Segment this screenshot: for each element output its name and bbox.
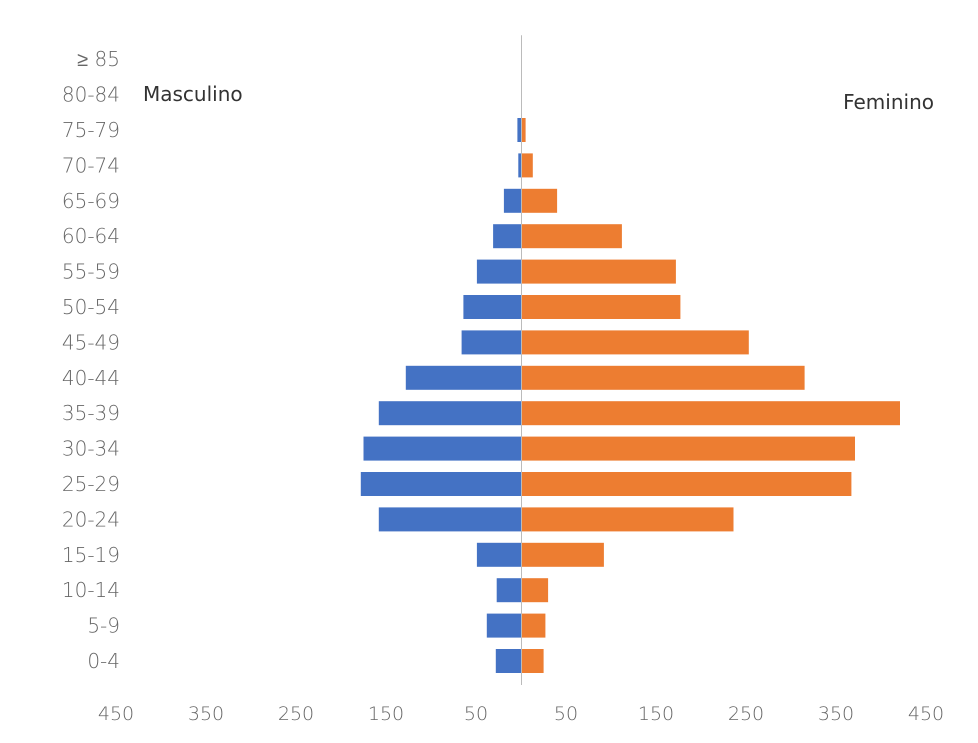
bar-feminino-5-9	[522, 613, 546, 638]
bar-masculino-40-44	[405, 365, 521, 390]
x-tick-label: 150	[638, 703, 674, 725]
age-label: 10-14	[62, 578, 120, 602]
bar-masculino-65-69	[503, 188, 521, 213]
age-label: 75-79	[62, 118, 120, 142]
age-label: 40-44	[62, 366, 120, 390]
age-label: 0-4	[87, 649, 120, 673]
age-label: 55-59	[62, 260, 120, 284]
bar-feminino-0-4	[522, 649, 544, 673]
bar-masculino-30-34	[363, 436, 521, 461]
series-label-masculino: Masculino	[143, 82, 243, 106]
age-label: 45-49	[62, 330, 120, 354]
bar-masculino-10-14	[496, 578, 521, 603]
bar-masculino-20-24	[378, 507, 521, 532]
bar-feminino-20-24	[522, 507, 734, 532]
bar-masculino-60-64	[493, 224, 521, 249]
x-tick-label: 250	[728, 703, 764, 725]
bar-feminino-55-59	[522, 259, 676, 284]
age-label: 80-84	[62, 83, 120, 107]
bar-masculino-25-29	[360, 472, 521, 496]
age-label: 65-69	[62, 189, 120, 213]
age-label: 60-64	[62, 224, 120, 248]
bar-masculino-50-54	[463, 295, 521, 319]
series-label-feminino: Feminino	[843, 90, 934, 114]
x-tick-label: 50	[464, 703, 488, 725]
bar-feminino-65-69	[522, 188, 558, 213]
bar-feminino-60-64	[522, 224, 622, 249]
bar-masculino-35-39	[378, 401, 521, 426]
feminino-bars	[522, 118, 900, 673]
x-tick-label: 450	[908, 703, 944, 725]
age-label: 20-24	[62, 507, 120, 531]
x-tick-label: 350	[188, 703, 224, 725]
bar-feminino-75-79	[522, 118, 526, 142]
age-label: 50-54	[62, 295, 120, 319]
age-label: ≥ 85	[77, 47, 120, 71]
bar-feminino-50-54	[522, 295, 681, 319]
bar-masculino-0-4	[495, 649, 521, 673]
masculino-bars	[360, 118, 521, 673]
x-tick-label: 250	[278, 703, 314, 725]
bar-feminino-25-29	[522, 472, 852, 496]
bar-feminino-10-14	[522, 578, 549, 603]
age-label: 15-19	[62, 543, 120, 567]
x-tick-label: 50	[554, 703, 578, 725]
bar-feminino-30-34	[522, 436, 855, 461]
bar-masculino-15-19	[476, 542, 521, 567]
bar-masculino-75-79	[517, 118, 521, 142]
age-axis-labels: 0-4 5-9 10-14 15-19 20-24 25-29 30-34 35-39 40-4…	[62, 47, 120, 673]
bar-feminino-35-39	[522, 401, 900, 426]
bar-feminino-70-74	[522, 153, 533, 178]
bar-feminino-45-49	[522, 330, 749, 355]
bar-masculino-5-9	[486, 613, 521, 638]
age-label: 70-74	[62, 153, 120, 177]
bar-masculino-45-49	[461, 330, 521, 355]
age-label: 25-29	[62, 472, 120, 496]
bar-masculino-55-59	[476, 259, 521, 284]
x-tick-label: 450	[98, 703, 134, 725]
age-label: 5-9	[87, 614, 120, 638]
x-tick-label: 350	[818, 703, 854, 725]
age-label: 30-34	[62, 437, 120, 461]
bar-feminino-40-44	[522, 365, 805, 390]
age-label: 35-39	[62, 401, 120, 425]
x-tick-label: 150	[368, 703, 404, 725]
bar-masculino-70-74	[518, 153, 521, 178]
bar-feminino-15-19	[522, 542, 604, 567]
x-axis-tick-labels: 450 350 250 150 50 50 150 250 350 450	[98, 703, 944, 725]
